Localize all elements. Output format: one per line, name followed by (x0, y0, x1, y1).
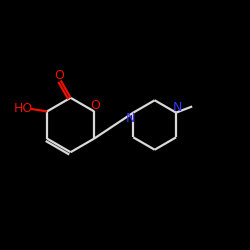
Text: HO: HO (14, 102, 33, 116)
Text: O: O (54, 69, 64, 82)
Text: N: N (126, 112, 136, 124)
Text: N: N (173, 101, 182, 114)
Text: O: O (90, 100, 100, 112)
